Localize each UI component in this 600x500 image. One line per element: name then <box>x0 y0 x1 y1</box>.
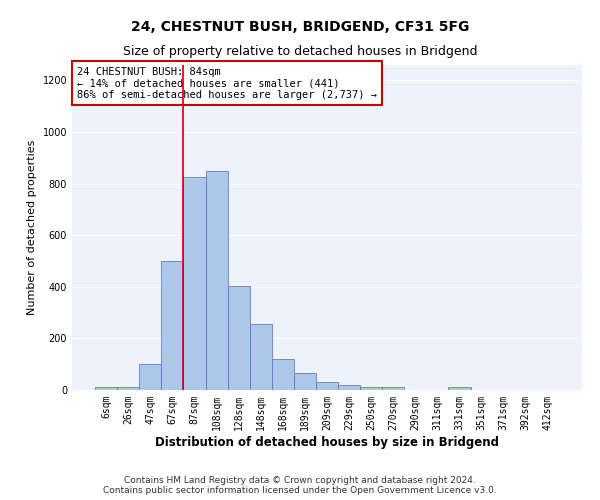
Bar <box>382 387 404 390</box>
Text: Contains HM Land Registry data © Crown copyright and database right 2024.
Contai: Contains HM Land Registry data © Crown c… <box>103 476 497 495</box>
Bar <box>161 261 184 390</box>
Bar <box>139 364 161 390</box>
Bar <box>250 324 272 390</box>
Bar <box>338 385 360 390</box>
Bar <box>360 387 382 390</box>
Bar <box>184 177 206 390</box>
Text: Size of property relative to detached houses in Bridgend: Size of property relative to detached ho… <box>123 45 477 58</box>
Bar <box>316 382 338 390</box>
Bar <box>227 286 250 390</box>
Bar <box>294 373 316 390</box>
Bar <box>448 388 470 390</box>
Text: 24, CHESTNUT BUSH, BRIDGEND, CF31 5FG: 24, CHESTNUT BUSH, BRIDGEND, CF31 5FG <box>131 20 469 34</box>
Bar <box>272 359 294 390</box>
Bar <box>95 388 117 390</box>
Bar <box>117 388 139 390</box>
Text: 24 CHESTNUT BUSH: 84sqm
← 14% of detached houses are smaller (441)
86% of semi-d: 24 CHESTNUT BUSH: 84sqm ← 14% of detache… <box>77 66 377 100</box>
Y-axis label: Number of detached properties: Number of detached properties <box>27 140 37 315</box>
Bar <box>206 171 227 390</box>
X-axis label: Distribution of detached houses by size in Bridgend: Distribution of detached houses by size … <box>155 436 499 448</box>
